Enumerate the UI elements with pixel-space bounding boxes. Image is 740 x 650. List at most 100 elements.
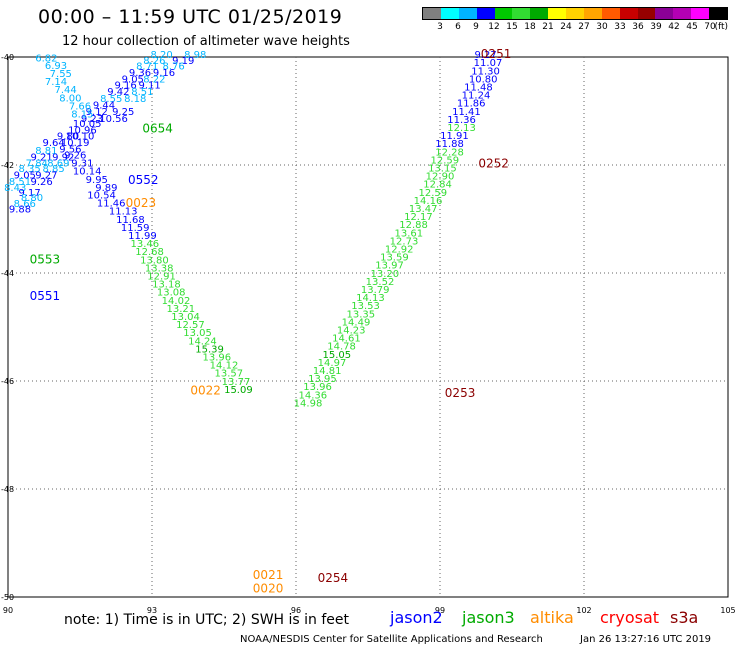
wave-height-label: 11.86 (457, 99, 486, 110)
wave-height-label: 9.23 (81, 114, 103, 125)
wave-height-label: 14.36 (298, 390, 327, 401)
wave-height-label: 7.66 (69, 101, 91, 112)
color-swatch (423, 8, 441, 19)
wave-height-label: 10.56 (99, 114, 128, 125)
color-swatch (458, 8, 477, 19)
wave-height-label: 14.12 (210, 361, 239, 372)
wave-height-label: 12.59 (418, 188, 447, 199)
wave-height-label: 14.98 (294, 398, 323, 409)
wave-height-label: 9.36 (129, 68, 151, 79)
color-scale-tick: 27 (578, 22, 590, 32)
wave-height-label: 9.16 (114, 80, 136, 91)
y-tick-label: -40 (1, 53, 14, 62)
wave-height-label: 9.27 (35, 171, 57, 182)
wave-height-label: 13.96 (202, 352, 231, 363)
color-scale-tick: 33 (614, 22, 626, 32)
color-swatch (566, 8, 584, 19)
wave-height-label: 9.11 (138, 80, 160, 91)
wave-height-label: 8.98 (184, 50, 206, 61)
legend-jason2: jason2 (390, 608, 443, 627)
wave-height-label: 13.15 (428, 163, 457, 174)
wave-height-label: 8.22 (143, 74, 165, 85)
wave-height-label: 12.57 (176, 320, 205, 331)
wave-height-label: 12.91 (147, 271, 176, 282)
wave-height-label: 8.26 (143, 56, 165, 67)
wave-height-label: 10.10 (66, 132, 95, 143)
color-scale-tick: 30 (596, 22, 608, 32)
wave-height-label: 9.27 (474, 50, 496, 61)
wave-height-label: 13.80 (140, 255, 169, 266)
pass-number-label: 0253 (445, 386, 476, 400)
color-scale-unit: (ft) (714, 22, 728, 32)
wave-height-label: 9.12 (86, 107, 108, 118)
wave-height-label: 9.21 (30, 153, 52, 164)
wave-height-label: 13.21 (166, 304, 195, 315)
color-scale-tick: 3 (437, 22, 443, 32)
wave-height-label: 10.54 (87, 190, 116, 201)
pass-number-label: 0553 (30, 252, 61, 266)
pass-number-label: 0252 (478, 157, 509, 171)
legend-cryosat: cryosat (600, 608, 660, 627)
wave-height-label: 11.41 (452, 107, 481, 118)
wave-height-label: 9.05 (14, 171, 36, 182)
y-tick-label: -46 (1, 377, 14, 386)
wave-height-label: 8.85 (42, 164, 64, 175)
color-swatch (655, 8, 674, 19)
color-swatch (709, 8, 727, 19)
color-scale-tick: 9 (473, 22, 479, 32)
wave-height-label: 9.26 (30, 177, 52, 188)
wave-height-label: 7.84 (26, 159, 48, 170)
wave-height-label: 9.44 (93, 100, 115, 111)
color-scale-tick: 15 (506, 22, 518, 32)
wave-height-label: 9.17 (18, 188, 40, 199)
x-tick-label: 105 (720, 606, 735, 615)
wave-height-label: 13.52 (366, 277, 395, 288)
wave-height-label: 9.80 (57, 132, 79, 143)
legend-note: note: 1) Time is in UTC; 2) SWH is in fe… (64, 612, 350, 628)
x-tick-label: 90 (3, 606, 13, 615)
wave-height-label: 14.24 (188, 336, 217, 347)
wave-height-label: 12.90 (426, 172, 455, 183)
color-swatch (512, 8, 531, 19)
wave-height-label: 9.95 (86, 175, 108, 186)
color-scale-swatches (422, 7, 728, 20)
wave-height-label: 8.43 (4, 183, 26, 194)
page-title: 00:00 – 11:59 UTC 01/25/2019 (38, 6, 343, 28)
wave-height-label: 14.16 (414, 196, 443, 207)
wave-height-label: 8.80 (21, 193, 43, 204)
wave-height-label: 8.18 (124, 94, 146, 105)
wave-height-label: 8.55 (100, 94, 122, 105)
wave-height-label: 7.44 (54, 85, 76, 96)
wave-height-label: 8.20 (150, 50, 172, 61)
wave-height-label: 14.81 (313, 366, 342, 377)
wave-height-label: 14.23 (337, 325, 366, 336)
wave-height-label: 11.59 (121, 223, 150, 234)
wave-height-label: 12.68 (135, 247, 164, 258)
color-scale-tick: 6 (455, 22, 461, 32)
wave-height-label: 13.97 (375, 261, 404, 272)
wave-height-label: 12.17 (404, 212, 433, 223)
color-scale-tick: 39 (650, 22, 662, 32)
y-tick-label: -42 (1, 161, 14, 170)
wave-height-label: 15.39 (195, 344, 224, 355)
color-swatch (548, 8, 566, 19)
wave-height-label: 10.80 (469, 74, 498, 85)
wave-height-label: 10.96 (68, 126, 97, 137)
wave-height-label: 8.51 (9, 177, 31, 188)
wave-height-label: 8.69 (47, 159, 69, 170)
color-swatch (583, 8, 602, 19)
wave-height-label: 13.79 (361, 285, 390, 296)
wave-height-label: 14.61 (332, 334, 361, 345)
wave-height-label: 8.15 (71, 109, 93, 120)
y-tick-label: -48 (1, 485, 14, 494)
pass-number-label: 0552 (128, 173, 159, 187)
wave-height-label: 8.00 (59, 93, 81, 104)
legend-s3a: s3a (670, 608, 699, 627)
footer-credit: NOAA/NESDIS Center for Satellite Applica… (240, 634, 543, 645)
color-scale-tick: 12 (488, 22, 500, 32)
wave-height-label: 15.09 (224, 385, 253, 396)
wave-height-label: 13.59 (380, 253, 409, 264)
wave-height-label: 14.49 (342, 317, 371, 328)
wave-height-label: 6.93 (45, 61, 67, 72)
